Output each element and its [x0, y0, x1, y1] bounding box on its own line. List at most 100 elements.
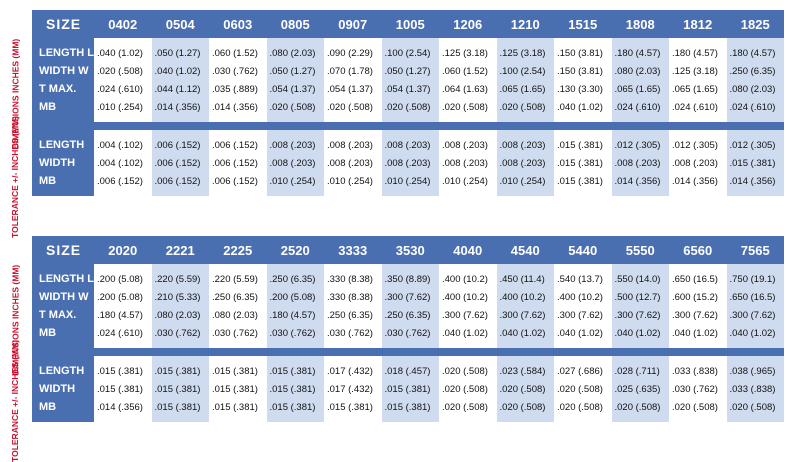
spacer-cell [209, 356, 267, 362]
tolerance-value-cell: .008 (.203) [381, 136, 439, 154]
spacer-cell [554, 38, 612, 44]
spacer-cell [496, 416, 554, 422]
spacer-cell [266, 130, 324, 136]
dimension-value-cell: .330 (8.38) [324, 288, 382, 306]
dimension-value-cell: .020 (.508) [324, 98, 382, 116]
dimension-value-cell: .040 (1.02) [439, 324, 497, 342]
dimension-row-label: WIDTH W [32, 288, 94, 306]
spacer-cell [611, 130, 669, 136]
spacer-cell [611, 356, 669, 362]
spacer-cell [726, 356, 784, 362]
tolerance-value-cell: .015 (.381) [151, 398, 209, 416]
tolerance-value-cell: .010 (.254) [439, 172, 497, 190]
tolerance-value-cell: .008 (.203) [266, 136, 324, 154]
tolerance-value-cell: .020 (.508) [554, 380, 612, 398]
dimension-value-cell: .080 (2.03) [151, 306, 209, 324]
tolerance-value-cell: .012 (.305) [611, 136, 669, 154]
dimension-value-cell: .080 (2.03) [209, 306, 267, 324]
spacer-cell [439, 264, 497, 270]
dimension-row-label: MB [32, 98, 94, 116]
dimension-value-cell: .070 (1.78) [324, 62, 382, 80]
dimension-value-cell: .040 (1.02) [554, 98, 612, 116]
dimension-value-cell: .130 (3.30) [554, 80, 612, 98]
spacer-cell [209, 190, 267, 196]
dimension-value-cell: .220 (5.59) [151, 270, 209, 288]
dimension-value-cell: .300 (7.62) [726, 306, 784, 324]
spacer-cell [726, 342, 784, 348]
tolerance-value-cell: .008 (.203) [439, 136, 497, 154]
section-divider-row [32, 348, 784, 356]
tolerance-row-label: LENGTH [32, 136, 94, 154]
spacer-cell [381, 356, 439, 362]
dimension-value-cell: .090 (2.29) [324, 44, 382, 62]
size-header-cell: 0603 [209, 10, 267, 38]
dimension-value-cell: .044 (1.12) [151, 80, 209, 98]
spacer-cell [554, 416, 612, 422]
dimension-value-cell: .100 (2.54) [496, 62, 554, 80]
tolerance-value-cell: .015 (.381) [209, 380, 267, 398]
tolerance-value-cell: .012 (.305) [669, 136, 727, 154]
tolerance-value-cell: .020 (.508) [611, 398, 669, 416]
size-header-cell: 0504 [151, 10, 209, 38]
tolerance-value-cell: .010 (.254) [381, 172, 439, 190]
tolerance-row-label: LENGTH [32, 362, 94, 380]
spacer-cell [94, 356, 152, 362]
spacer-cell [496, 356, 554, 362]
tolerance-value-cell: .017 (.432) [324, 362, 382, 380]
dimension-value-cell: .400 (10.2) [439, 288, 497, 306]
tolerance-value-cell: .006 (.152) [151, 172, 209, 190]
dimension-row-label: WIDTH W [32, 62, 94, 80]
dimension-row: MB .024 (.610) .030 (.762) .030 (.762) .030 … [32, 324, 784, 342]
spacer-cell [726, 38, 784, 44]
dimension-value-cell: .054 (1.37) [381, 80, 439, 98]
spacer-cell [324, 116, 382, 122]
size-header-cell: 1210 [496, 10, 554, 38]
dimension-value-cell: .200 (5.08) [94, 270, 152, 288]
tolerance-value-cell: .008 (.203) [381, 154, 439, 172]
spacer-cell [669, 190, 727, 196]
dimension-row: LENGTH L .040 (1.02) .050 (1.27) .060 (1.52… [32, 44, 784, 62]
spacer-cell [324, 38, 382, 44]
size-header-cell: 1206 [439, 10, 497, 38]
size-header-label: SIZE [32, 10, 94, 38]
spacer-cell [726, 116, 784, 122]
dimension-value-cell: .210 (5.33) [151, 288, 209, 306]
tolerance-side-label-text: TOLERANCE +/- INCHES (MM) [10, 116, 21, 238]
size-header-cell: 0402 [94, 10, 152, 38]
section-divider [32, 122, 784, 130]
size-table-1: SIZE 0402 0504 0603 0805 0907 1005 1206 1210 1515… [32, 10, 784, 196]
dimension-row: T MAX. .180 (4.57) .080 (2.03) .080 (2.03).… [32, 306, 784, 324]
spacer-cell [209, 130, 267, 136]
tolerance-value-cell: .008 (.203) [496, 136, 554, 154]
dimension-value-cell: .030 (.762) [324, 324, 382, 342]
spacer-cell [669, 116, 727, 122]
tolerance-value-cell: .015 (.381) [381, 398, 439, 416]
tolerance-value-cell: .004 (.102) [94, 154, 152, 172]
spacer-label-cell [32, 342, 94, 348]
spacer-cell [726, 190, 784, 196]
spacer-cell [381, 116, 439, 122]
spacer-cell [554, 190, 612, 196]
spacer-label-cell [32, 190, 94, 196]
tolerance-value-cell: .027 (.686) [554, 362, 612, 380]
spacer-row [32, 116, 784, 122]
spacer-cell [554, 356, 612, 362]
dimension-value-cell: .400 (10.2) [439, 270, 497, 288]
tolerance-value-cell: .006 (.152) [94, 172, 152, 190]
dimension-value-cell: .014 (.356) [151, 98, 209, 116]
tolerance-value-cell: .008 (.203) [266, 154, 324, 172]
spacer-cell [496, 116, 554, 122]
tolerance-value-cell: .010 (.254) [496, 172, 554, 190]
dimension-value-cell: .020 (.508) [94, 62, 152, 80]
spacer-cell [151, 116, 209, 122]
dimension-value-cell: .040 (1.02) [554, 324, 612, 342]
spacer-cell [726, 264, 784, 270]
tolerance-value-cell: .008 (.203) [669, 154, 727, 172]
dimension-value-cell: .300 (7.62) [554, 306, 612, 324]
tolerance-value-cell: .025 (.635) [611, 380, 669, 398]
tolerance-value-cell: .014 (.356) [726, 172, 784, 190]
dimension-value-cell: .540 (13.7) [554, 270, 612, 288]
size-header-cell: 1812 [669, 10, 727, 38]
spacer-label-cell [32, 416, 94, 422]
dimension-value-cell: .080 (2.03) [266, 44, 324, 62]
